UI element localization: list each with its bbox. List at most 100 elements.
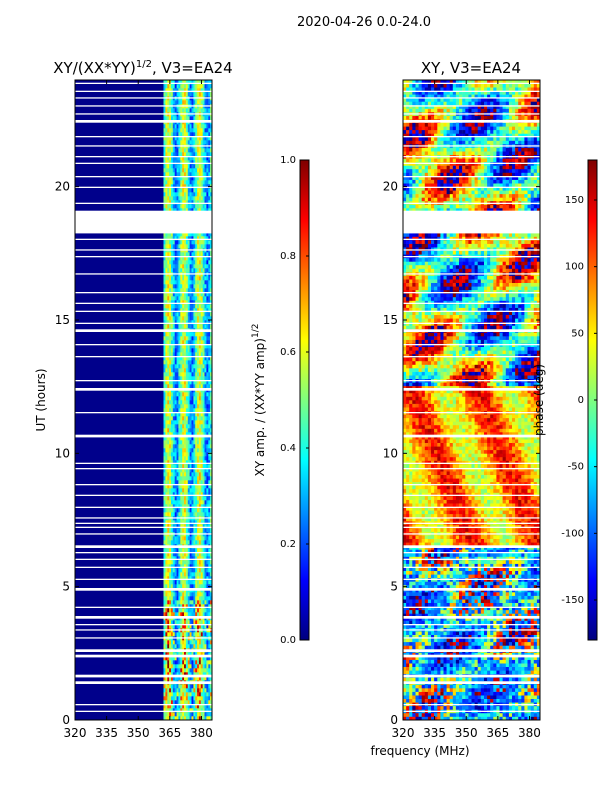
amplitude-cell [189, 672, 192, 677]
amplitude-cell [178, 620, 181, 625]
amplitude-cell [167, 188, 170, 193]
phase-cell [490, 688, 494, 692]
amplitude-cell [165, 136, 168, 141]
amplitude-cell [171, 352, 174, 357]
amplitude-cell [182, 124, 185, 129]
amplitude-cell [172, 156, 175, 161]
amplitude-cell [200, 392, 203, 397]
amplitude-cell [180, 668, 183, 673]
amplitude-cell [208, 384, 211, 389]
amplitude-cell [178, 504, 181, 509]
amplitude-cell [206, 496, 209, 501]
amplitude-cell [169, 208, 172, 213]
amplitude-cell [198, 368, 202, 373]
amplitude-cell [189, 440, 192, 445]
amplitude-cell [180, 360, 183, 365]
amplitude-cell [191, 444, 194, 449]
amplitude-cell [171, 360, 174, 365]
amplitude-cell [169, 200, 172, 205]
amplitude-cell [204, 260, 207, 265]
amplitude-cell [206, 556, 209, 561]
amplitude-cell [182, 524, 185, 529]
amplitude-cell [185, 660, 189, 665]
amplitude-cell [171, 704, 174, 709]
phase-cell [427, 698, 432, 703]
phase-cell [431, 705, 435, 710]
amplitude-cell [193, 312, 196, 317]
amplitude-cell [171, 540, 174, 545]
amplitude-cell [193, 572, 196, 577]
amplitude-cell [171, 508, 174, 513]
amplitude-cell [167, 84, 170, 89]
amplitude-cell [169, 428, 172, 433]
amplitude-cell [180, 88, 183, 93]
phase-cell [418, 684, 422, 689]
amplitude-cell [184, 492, 187, 497]
amplitude-cell [200, 320, 203, 325]
amplitude-cell [182, 572, 185, 577]
amplitude-cell [182, 508, 185, 513]
amplitude-cell [165, 444, 168, 449]
flagged-gap [75, 558, 212, 560]
amplitude-cell [189, 444, 192, 449]
amplitude-cell [210, 192, 212, 197]
amplitude-cell [198, 644, 202, 649]
amplitude-cell [185, 500, 189, 505]
amplitude-cell [197, 688, 200, 693]
amplitude-cell [185, 644, 189, 649]
amplitude-cell [185, 656, 189, 661]
amplitude-ylabel: UT (hours) [34, 368, 48, 431]
amplitude-cell [191, 240, 194, 245]
amplitude-cell [174, 132, 177, 137]
amplitude-cell [195, 160, 198, 165]
amplitude-cell [185, 424, 189, 429]
amplitude-cell [163, 292, 166, 297]
amplitude-cell [189, 512, 192, 517]
amplitude-cell [202, 352, 205, 357]
amplitude-cell [165, 640, 168, 645]
amplitude-cell [208, 88, 211, 93]
amplitude-cell [169, 356, 172, 361]
amplitude-cell [185, 416, 189, 421]
amplitude-cell [184, 696, 187, 701]
amplitude-cell [200, 240, 203, 245]
amplitude-cell [174, 292, 177, 297]
amplitude-cell [197, 264, 200, 269]
amplitude-cell [184, 252, 187, 257]
amplitude-cell [178, 356, 181, 361]
amplitude-cell [193, 600, 196, 605]
amplitude-cell [193, 108, 196, 113]
amplitude-cell [178, 600, 181, 605]
amplitude-cell [193, 476, 196, 481]
amplitude-cell [193, 444, 196, 449]
amplitude-cell [178, 584, 181, 589]
amplitude-cell [189, 712, 192, 717]
amplitude-cell [185, 368, 189, 373]
amplitude-cell [171, 444, 174, 449]
amplitude-cell [163, 568, 166, 573]
amplitude-cell [184, 356, 187, 361]
amplitude-cell [210, 300, 212, 305]
amplitude-cell [180, 140, 183, 145]
amplitude-cell [200, 128, 203, 133]
amplitude-cell [204, 368, 207, 373]
amplitude-cell [171, 664, 174, 669]
amplitude-cell [176, 600, 179, 605]
amplitude-cell [189, 392, 192, 397]
amplitude-cell [185, 444, 189, 449]
amplitude-cell [210, 280, 212, 285]
amplitude-cell [193, 348, 196, 353]
amplitude-cell [174, 684, 177, 689]
amplitude-cell [167, 128, 170, 133]
phase-cell [424, 716, 429, 720]
amplitude-cell [202, 568, 205, 573]
phase-cell [421, 695, 426, 699]
amplitude-cell [204, 296, 207, 301]
amplitude-cell [187, 536, 190, 541]
amplitude-cell [165, 288, 168, 293]
amplitude-cell [180, 632, 183, 637]
amplitude-cell [163, 152, 166, 157]
amplitude-cell [182, 492, 185, 497]
amplitude-cell [185, 184, 189, 189]
amplitude-cell [193, 500, 196, 505]
